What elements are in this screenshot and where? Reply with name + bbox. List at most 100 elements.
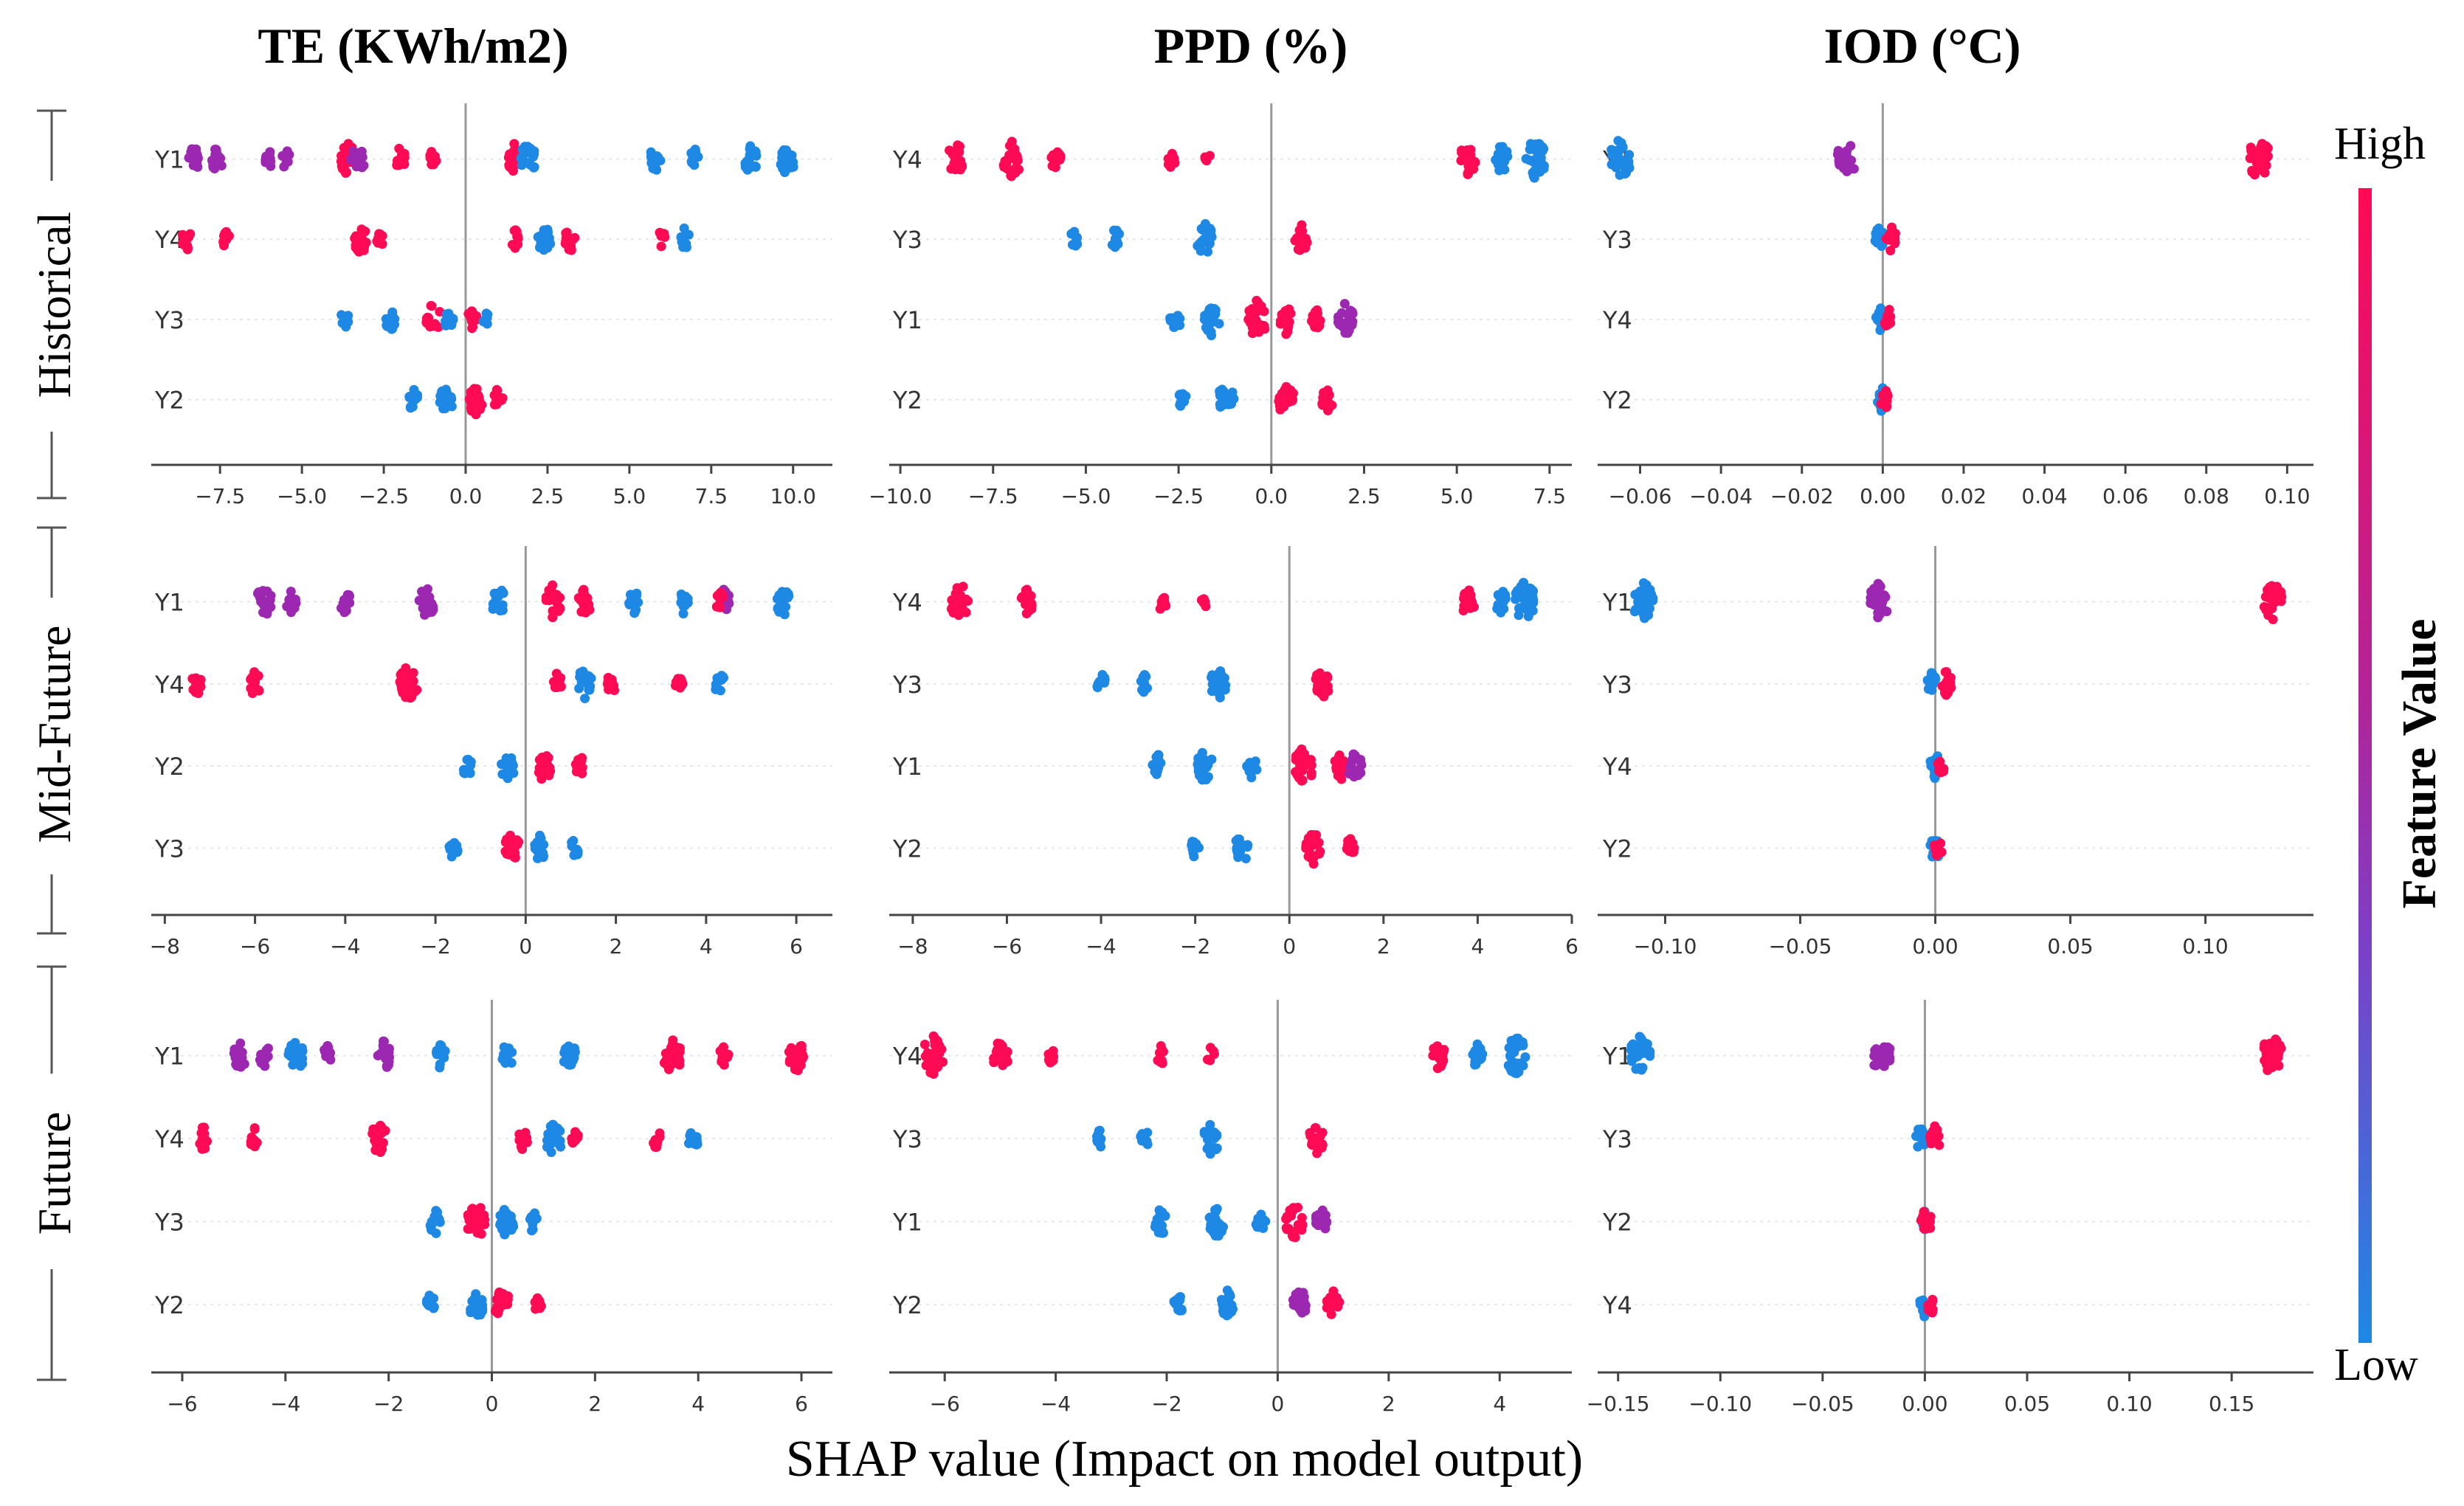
shap-dot-y4 (927, 1049, 937, 1060)
shap-dot-y1 (286, 1040, 297, 1051)
shap-dot-y3 (482, 319, 492, 329)
shap-dot-y3 (1322, 681, 1333, 691)
shap-dot-y4 (562, 227, 572, 238)
shap-dot-y1 (579, 589, 590, 599)
shap-dot-y4 (191, 679, 201, 689)
shap-dot-y3 (480, 1219, 490, 1229)
shap-dot-y4 (1163, 153, 1173, 164)
x-tick-label: −0.06 (1609, 484, 1672, 508)
shap-dot-y1 (548, 612, 558, 623)
shap-dot-y1 (431, 156, 441, 166)
shap-dot-y3 (506, 835, 517, 845)
shap-dot-y1 (1639, 613, 1649, 624)
shap-dot-y1 (1246, 314, 1257, 325)
shap-dot-y3 (1219, 673, 1229, 683)
shap-dot-y4 (1463, 161, 1474, 171)
shap-dot-y3 (421, 314, 432, 324)
shap-dot-y3 (1203, 246, 1213, 257)
shap-dot-y1 (668, 1035, 678, 1046)
shap-dot-y3 (441, 310, 452, 320)
shap-dot-y1 (1633, 597, 1643, 607)
panel-mid-te: −8 −6 −4 −2 0 2 4 6 Y1 Y4 Y2 Y3 (150, 546, 832, 958)
x-tick-label: 0.10 (2264, 484, 2310, 508)
shap-dot-y1 (2247, 165, 2257, 176)
shap-dot-y3 (1319, 691, 1329, 702)
shap-dot-y4 (517, 1144, 528, 1154)
shap-dot-y3 (1315, 1139, 1325, 1150)
shap-dot-y4 (1007, 165, 1017, 176)
shap-dot-y3 (1139, 670, 1150, 680)
shap-dot-y4 (1046, 152, 1057, 162)
shap-dot-y3 (470, 1212, 480, 1222)
shap-dot-y1 (653, 152, 663, 162)
shap-dot-y1 (1201, 757, 1211, 767)
shap-dot-y1 (790, 1064, 800, 1074)
shap-dot-y4 (1514, 610, 1524, 621)
shap-dot-y1 (1259, 306, 1269, 317)
shap-dot-y4 (377, 239, 387, 249)
shap-dot-y1 (215, 153, 226, 164)
shap-dot-y1 (1296, 1219, 1306, 1229)
shap-dot-y1 (507, 1047, 517, 1057)
feature-label-y3: Y3 (154, 306, 184, 334)
shap-dot-y1 (1152, 1214, 1162, 1224)
shap-dot-y1 (646, 152, 657, 162)
shap-dot-y4 (656, 241, 666, 252)
shap-dot-y1 (1846, 141, 1856, 151)
shap-dot-y2 (470, 391, 480, 401)
shap-dot-y2 (463, 766, 474, 776)
x-tick-label: −4 (1041, 1392, 1071, 1416)
shap-dot-y4 (374, 229, 384, 239)
shap-dot-y3 (1069, 229, 1080, 239)
shap-dot-y1 (1315, 1211, 1325, 1221)
x-tick-label: −10.0 (869, 484, 932, 508)
feature-label-y4: Y4 (892, 145, 922, 173)
shap-dot-y4 (580, 694, 590, 704)
shap-dot-y4 (570, 1135, 580, 1145)
shap-dot-y1 (1874, 592, 1884, 602)
shap-dot-y1 (1203, 314, 1213, 325)
shap-dot-y1 (674, 1051, 684, 1062)
shap-dot-y4 (1165, 162, 1176, 172)
shap-dot-y1 (1639, 1048, 1649, 1058)
shap-dot-y4 (963, 595, 973, 606)
x-tick-label: 4 (1493, 1392, 1506, 1416)
shap-dot-y2 (536, 770, 546, 780)
shap-dot-y4 (1519, 578, 1529, 588)
colorbar-low-label: Low (2334, 1340, 2418, 1390)
x-tick-label: 0.10 (2182, 934, 2228, 958)
shap-dot-y1 (677, 598, 688, 608)
shap-dot-y3 (427, 1225, 437, 1235)
x-tick-label: 6 (790, 934, 803, 958)
shap-dot-y1 (1288, 1203, 1298, 1213)
feature-label-y4: Y4 (154, 1125, 184, 1153)
x-tick-label: −2 (420, 934, 450, 958)
shap-dot-y1 (336, 156, 346, 167)
shap-dot-y1 (509, 139, 520, 149)
x-tick-label: −0.02 (1770, 484, 1834, 508)
row-label-future: Future (28, 1111, 80, 1234)
shap-dot-y4 (1533, 151, 1544, 162)
feature-label-y1: Y1 (892, 306, 922, 334)
shap-dot-y4 (1936, 767, 1946, 778)
shap-dot-y1 (211, 145, 221, 155)
shap-dot-y1 (666, 1043, 676, 1053)
shap-dot-y4 (676, 232, 686, 242)
shap-dot-y1 (798, 1050, 808, 1060)
shap-dot-y3 (538, 848, 548, 858)
shap-dot-y4 (395, 677, 405, 687)
shap-dot-y2 (1345, 846, 1355, 856)
shap-dot-y2 (1193, 843, 1204, 853)
shap-dot-y4 (249, 1123, 260, 1133)
shap-dot-y3 (1139, 687, 1149, 697)
shap-dot-y2 (1274, 401, 1285, 411)
feature-label-y3: Y3 (1602, 1125, 1632, 1153)
shap-dot-y1 (674, 1044, 684, 1054)
row-brackets (37, 109, 66, 1381)
shap-dot-y4 (548, 1120, 559, 1130)
shap-dot-y4 (546, 1147, 556, 1158)
shap-dot-y3 (1195, 246, 1206, 256)
shap-dot-y4 (1198, 594, 1209, 604)
shap-dot-y1 (723, 1049, 734, 1060)
